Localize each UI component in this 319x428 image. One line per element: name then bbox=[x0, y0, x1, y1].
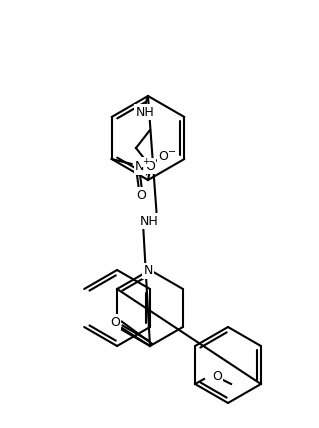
Text: O: O bbox=[137, 188, 146, 202]
Text: +: + bbox=[142, 158, 149, 166]
Text: NH: NH bbox=[136, 105, 154, 119]
Text: O: O bbox=[212, 369, 222, 383]
Text: N: N bbox=[143, 265, 153, 277]
Text: O: O bbox=[145, 160, 155, 172]
Text: O: O bbox=[159, 151, 168, 163]
Text: NH: NH bbox=[140, 214, 158, 228]
Text: O: O bbox=[110, 315, 120, 329]
Text: −: − bbox=[167, 147, 176, 157]
Text: N: N bbox=[135, 160, 144, 173]
